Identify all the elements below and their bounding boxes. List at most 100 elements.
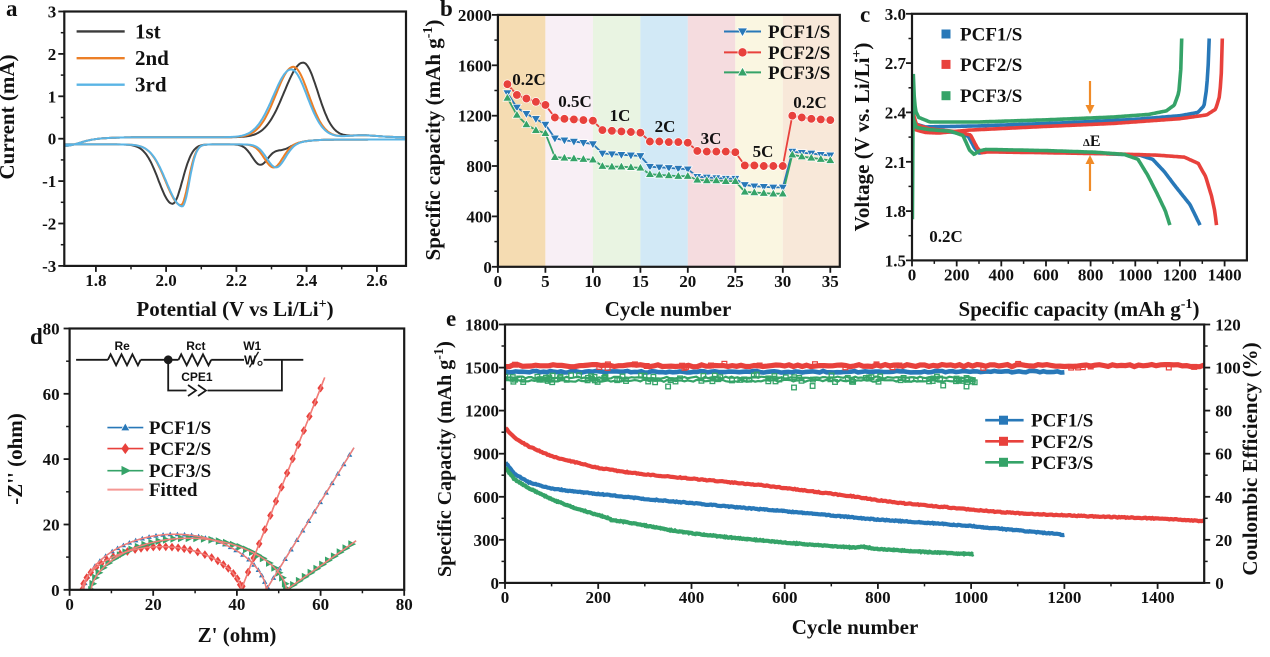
- svg-text:PCF3/S: PCF3/S: [1031, 453, 1093, 474]
- svg-text:Coulombic Efficiency (%): Coulombic Efficiency (%): [1238, 342, 1262, 575]
- svg-text:Potential (V vs Li/Li+): Potential (V vs Li/Li+): [136, 297, 333, 321]
- svg-text:15: 15: [632, 272, 649, 291]
- svg-text:PCF2/S: PCF2/S: [1031, 432, 1093, 453]
- svg-text:1200: 1200: [458, 107, 492, 126]
- svg-text:PCF3/S: PCF3/S: [960, 86, 1022, 107]
- svg-text:0: 0: [48, 130, 57, 149]
- svg-text:30: 30: [774, 272, 791, 291]
- svg-text:100: 100: [1215, 359, 1241, 378]
- svg-text:1000: 1000: [1118, 265, 1152, 284]
- svg-text:80: 80: [396, 595, 413, 614]
- svg-text:-1: -1: [42, 172, 56, 191]
- svg-text:2.6: 2.6: [366, 271, 387, 290]
- svg-text:0.2C: 0.2C: [929, 227, 963, 246]
- svg-text:0.2C: 0.2C: [793, 93, 827, 112]
- svg-text:ΔE: ΔE: [1083, 133, 1101, 150]
- svg-text:-2: -2: [42, 215, 56, 234]
- svg-text:0: 0: [51, 581, 60, 600]
- svg-text:PCF1/S: PCF1/S: [960, 25, 1022, 46]
- svg-text:0: 0: [1215, 574, 1224, 593]
- svg-text:1200: 1200: [1163, 265, 1197, 284]
- svg-text:900: 900: [474, 445, 500, 464]
- svg-text:120: 120: [1215, 316, 1241, 335]
- svg-text:1400: 1400: [1208, 265, 1242, 284]
- svg-text:800: 800: [466, 157, 492, 176]
- svg-text:1200: 1200: [465, 402, 499, 421]
- svg-text:Specific capacity (mAh g-1): Specific capacity (mAh g-1): [959, 297, 1200, 321]
- svg-text:400: 400: [466, 207, 492, 226]
- svg-text:20: 20: [679, 272, 696, 291]
- svg-text:80: 80: [43, 320, 60, 339]
- svg-text:200: 200: [585, 588, 611, 607]
- svg-text:PCF2/S: PCF2/S: [960, 55, 1022, 76]
- svg-text:PCF1/S: PCF1/S: [149, 418, 211, 439]
- svg-text:3: 3: [48, 3, 57, 22]
- svg-text:1000: 1000: [954, 588, 988, 607]
- svg-text:-Z'' (ohm): -Z'' (ohm): [3, 413, 27, 505]
- svg-text:0: 0: [501, 588, 510, 607]
- svg-text:1.8: 1.8: [85, 271, 106, 290]
- svg-text:2.7: 2.7: [885, 54, 907, 73]
- svg-text:40: 40: [43, 450, 60, 469]
- svg-text:60: 60: [43, 385, 60, 404]
- svg-text:Cycle number: Cycle number: [792, 615, 919, 639]
- svg-text:10: 10: [584, 272, 601, 291]
- svg-text:400: 400: [679, 588, 705, 607]
- svg-text:W1: W1: [243, 339, 261, 353]
- svg-text:PCF3/S: PCF3/S: [768, 63, 830, 84]
- svg-text:35: 35: [822, 272, 839, 291]
- svg-text:1.5: 1.5: [885, 251, 906, 270]
- svg-text:600: 600: [772, 588, 798, 607]
- svg-text:1400: 1400: [1141, 588, 1175, 607]
- svg-text:5: 5: [541, 272, 550, 291]
- svg-text:Re: Re: [115, 339, 131, 353]
- svg-text:200: 200: [944, 265, 970, 284]
- svg-text:Specific capacity (mAh g-1): Specific capacity (mAh g-1): [421, 20, 445, 261]
- svg-text:d: d: [30, 324, 43, 349]
- svg-text:600: 600: [474, 488, 500, 507]
- svg-text:W: W: [244, 352, 257, 367]
- svg-text:20: 20: [1215, 531, 1232, 550]
- svg-text:0.2C: 0.2C: [512, 70, 546, 89]
- svg-text:80: 80: [1215, 402, 1232, 421]
- svg-text:60: 60: [1215, 445, 1232, 464]
- svg-text:0.5C: 0.5C: [558, 92, 592, 111]
- svg-text:2.2: 2.2: [226, 271, 247, 290]
- svg-text:1: 1: [48, 87, 57, 106]
- svg-text:0: 0: [483, 258, 492, 277]
- svg-text:1500: 1500: [465, 359, 499, 378]
- svg-text:0: 0: [494, 272, 503, 291]
- svg-text:Z' (ohm): Z' (ohm): [198, 623, 277, 647]
- svg-text:1200: 1200: [1047, 588, 1081, 607]
- svg-text:800: 800: [1078, 265, 1104, 284]
- svg-text:1C: 1C: [610, 106, 631, 125]
- svg-text:Rct: Rct: [186, 339, 205, 353]
- svg-text:2C: 2C: [655, 117, 676, 136]
- svg-text:1st: 1st: [135, 19, 161, 43]
- svg-text:PCF1/S: PCF1/S: [768, 22, 830, 43]
- svg-text:40: 40: [228, 595, 245, 614]
- svg-text:PCF2/S: PCF2/S: [768, 43, 830, 64]
- svg-text:Voltage (V vs. Li/Li+): Voltage (V vs. Li/Li+): [850, 43, 874, 232]
- svg-text:2.4: 2.4: [296, 271, 318, 290]
- svg-text:-3: -3: [42, 257, 56, 276]
- svg-text:c: c: [860, 2, 870, 27]
- svg-text:Current (mA): Current (mA): [0, 54, 19, 179]
- svg-text:300: 300: [474, 531, 500, 550]
- svg-text:20: 20: [145, 595, 162, 614]
- svg-text:2.0: 2.0: [155, 271, 176, 290]
- svg-text:b: b: [440, 0, 453, 21]
- svg-text:3.0: 3.0: [885, 5, 906, 24]
- svg-text:1600: 1600: [458, 56, 492, 75]
- svg-text:1.8: 1.8: [885, 202, 906, 221]
- svg-text:PCF2/S: PCF2/S: [149, 439, 211, 460]
- svg-text:2000: 2000: [458, 6, 492, 25]
- svg-text:800: 800: [865, 588, 891, 607]
- svg-text:400: 400: [989, 265, 1015, 284]
- svg-text:2nd: 2nd: [135, 46, 169, 70]
- svg-text:2.4: 2.4: [885, 103, 907, 122]
- svg-text:600: 600: [1033, 265, 1059, 284]
- svg-text:60: 60: [312, 595, 329, 614]
- svg-text:3rd: 3rd: [135, 73, 167, 97]
- svg-text:0: 0: [65, 595, 74, 614]
